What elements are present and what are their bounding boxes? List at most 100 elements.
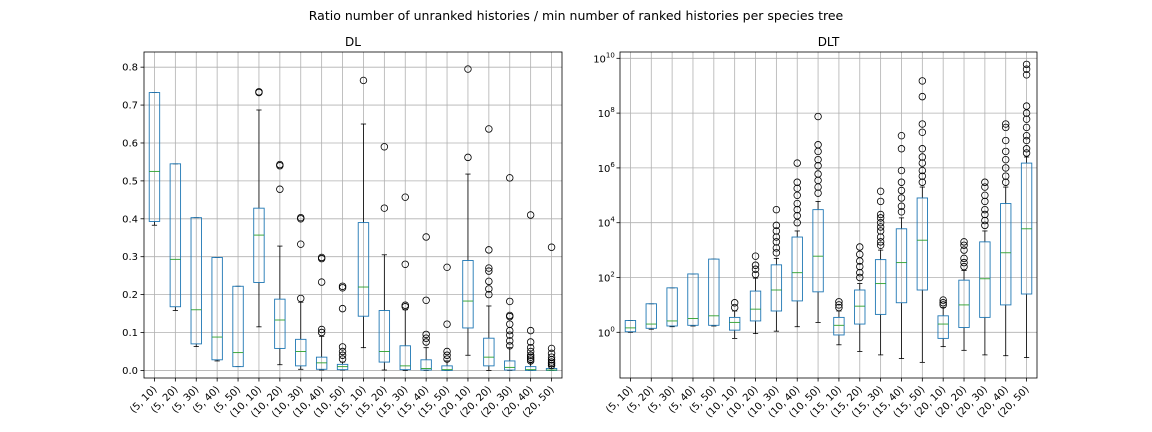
outlier-point — [526, 347, 535, 356]
outlier-point — [772, 233, 781, 241]
outlier-point — [485, 125, 493, 133]
box-iqr — [916, 197, 928, 291]
box-iqr — [295, 338, 307, 367]
outlier-point — [297, 240, 305, 248]
box-iqr — [624, 320, 637, 333]
outlier-point — [1022, 60, 1031, 69]
outlier-point — [918, 128, 927, 136]
outlier-point — [547, 353, 556, 361]
outlier-point — [897, 131, 906, 140]
outlier-point — [730, 299, 739, 307]
outlier-point — [526, 351, 535, 359]
outlier-point — [897, 186, 906, 195]
outlier-point — [897, 166, 906, 175]
outlier-point — [422, 338, 430, 346]
outlier-point — [814, 141, 822, 149]
outlier-point — [1022, 149, 1031, 157]
box-iqr — [148, 92, 161, 222]
outlier-point — [1022, 65, 1031, 73]
outlier-point — [485, 264, 493, 272]
outlier-point — [443, 263, 451, 272]
outlier-point — [1022, 115, 1031, 123]
outlier-point — [772, 238, 781, 246]
box-iqr — [937, 315, 949, 339]
box-iqr — [462, 260, 474, 329]
box-iqr — [420, 359, 432, 371]
outlier-point — [547, 344, 556, 353]
y-tick-label: 0.4 — [122, 214, 138, 225]
outlier-point — [317, 253, 326, 262]
outlier-point — [814, 112, 822, 121]
outlier-point — [939, 299, 947, 307]
outlier-point — [772, 249, 781, 257]
outlier-point — [876, 214, 885, 222]
outlier-point — [772, 244, 781, 252]
outlier-point — [1022, 123, 1031, 132]
outlier-point — [464, 65, 472, 73]
outlier-point — [876, 227, 885, 235]
axes-frame — [143, 51, 563, 379]
y-tick-label: 0.1 — [122, 328, 138, 339]
y-tick-label: 0.3 — [122, 252, 138, 263]
chart-title: DL — [345, 35, 361, 49]
outlier-point — [981, 178, 989, 186]
outlier-point — [772, 221, 781, 230]
outlier-point — [464, 153, 472, 162]
outlier-point — [856, 250, 864, 259]
box-iqr — [399, 345, 411, 371]
outlier-point — [960, 246, 968, 254]
y-tick-label: 0.8 — [122, 63, 138, 74]
outlier-point — [939, 301, 947, 309]
outlier-point — [897, 202, 906, 210]
outlier-point — [338, 343, 347, 351]
box-iqr — [504, 360, 516, 371]
outlier-point — [485, 246, 493, 254]
box-iqr — [441, 365, 453, 371]
outlier-point — [814, 170, 822, 178]
outlier-point — [276, 185, 284, 193]
outlier-point — [981, 191, 989, 200]
outlier-point — [960, 238, 968, 246]
outlier-point — [317, 325, 326, 334]
outlier-point — [506, 174, 514, 182]
outlier-point — [485, 290, 493, 299]
outlier-point — [918, 153, 927, 161]
outlier-point — [814, 189, 822, 197]
outlier-point — [443, 351, 451, 359]
outlier-point — [422, 233, 430, 241]
outlier-point — [918, 166, 927, 175]
outlier-point — [835, 301, 843, 309]
y-tick-label-exponent: 4 — [610, 216, 615, 224]
outlier-point — [897, 194, 906, 202]
outlier-point — [793, 159, 801, 167]
box-iqr — [833, 316, 845, 336]
box-iqr — [874, 259, 887, 315]
outlier-point — [526, 326, 535, 335]
outlier-point — [338, 347, 347, 356]
outlier-point — [506, 331, 514, 339]
figure-title: Ratio number of unranked histories / min… — [309, 8, 844, 23]
box-iqr — [232, 285, 244, 368]
outlier-point — [897, 145, 906, 153]
box-iqr — [958, 279, 970, 328]
outlier-point — [422, 334, 430, 342]
outlier-point — [297, 294, 305, 303]
outlier-point — [547, 361, 556, 370]
y-tick-label: 0.2 — [122, 290, 138, 301]
box-iqr — [791, 236, 803, 302]
outlier-point — [506, 311, 514, 320]
y-tick-label: 0.5 — [122, 176, 138, 187]
outlier-point — [485, 267, 493, 275]
outlier-point — [443, 347, 451, 356]
box-iqr — [812, 209, 824, 293]
outlier-point — [1002, 172, 1010, 180]
outlier-point — [380, 143, 389, 151]
outlier-point — [526, 355, 535, 363]
outlier-point — [939, 296, 947, 304]
outlier-point — [835, 303, 843, 312]
box-iqr — [895, 228, 908, 304]
outlier-point — [1002, 147, 1010, 156]
outlier-point — [897, 208, 906, 216]
y-tick-label-exponent: 2 — [610, 271, 614, 279]
